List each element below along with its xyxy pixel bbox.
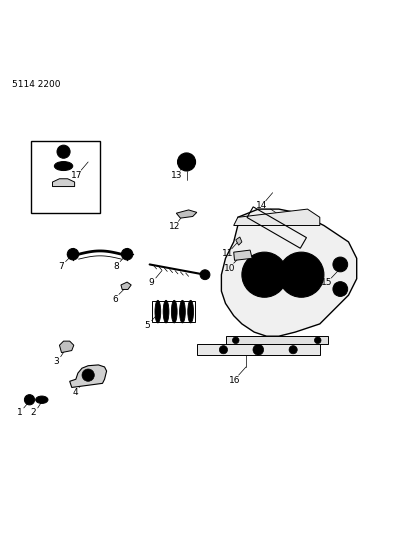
Text: 12: 12 xyxy=(168,222,180,231)
Circle shape xyxy=(200,270,209,280)
Text: 5114 2200: 5114 2200 xyxy=(12,80,61,89)
Circle shape xyxy=(332,281,347,296)
Bar xyxy=(31,141,100,213)
Circle shape xyxy=(232,337,238,344)
Text: 17: 17 xyxy=(71,171,83,180)
Circle shape xyxy=(82,369,94,381)
Circle shape xyxy=(57,145,70,158)
Text: 13: 13 xyxy=(170,171,182,180)
Text: 4: 4 xyxy=(72,388,78,397)
Polygon shape xyxy=(52,179,74,187)
Text: 5: 5 xyxy=(144,321,150,330)
Polygon shape xyxy=(70,365,106,387)
Ellipse shape xyxy=(24,394,34,405)
Text: 15: 15 xyxy=(321,278,332,287)
Ellipse shape xyxy=(163,300,169,323)
Circle shape xyxy=(314,337,320,344)
Text: 6: 6 xyxy=(112,295,117,304)
Circle shape xyxy=(241,252,286,297)
Ellipse shape xyxy=(54,161,73,171)
Circle shape xyxy=(177,153,195,171)
Polygon shape xyxy=(176,210,196,218)
Ellipse shape xyxy=(155,300,160,323)
Text: 9: 9 xyxy=(148,278,154,287)
Polygon shape xyxy=(235,237,241,245)
Circle shape xyxy=(288,345,297,354)
Text: 16: 16 xyxy=(228,376,240,385)
Text: 14: 14 xyxy=(255,201,267,211)
Polygon shape xyxy=(121,282,131,289)
Ellipse shape xyxy=(58,164,68,168)
Ellipse shape xyxy=(171,300,177,323)
Ellipse shape xyxy=(36,396,48,403)
Circle shape xyxy=(252,344,263,355)
Polygon shape xyxy=(221,209,356,336)
Ellipse shape xyxy=(187,300,193,323)
Text: 3: 3 xyxy=(54,357,59,366)
Circle shape xyxy=(121,248,133,260)
Text: 7: 7 xyxy=(58,262,64,271)
Text: 11: 11 xyxy=(221,249,233,259)
Bar xyxy=(247,207,306,248)
Circle shape xyxy=(278,252,323,297)
Circle shape xyxy=(67,248,79,260)
Circle shape xyxy=(219,345,227,354)
Polygon shape xyxy=(59,341,74,353)
Circle shape xyxy=(332,257,347,272)
Polygon shape xyxy=(225,336,327,344)
Text: 8: 8 xyxy=(113,262,119,271)
Polygon shape xyxy=(233,209,319,225)
Text: 1: 1 xyxy=(17,408,22,417)
Ellipse shape xyxy=(179,300,185,323)
Polygon shape xyxy=(196,344,319,354)
Text: 2: 2 xyxy=(31,408,36,417)
Polygon shape xyxy=(233,250,252,260)
Text: 10: 10 xyxy=(223,264,235,273)
